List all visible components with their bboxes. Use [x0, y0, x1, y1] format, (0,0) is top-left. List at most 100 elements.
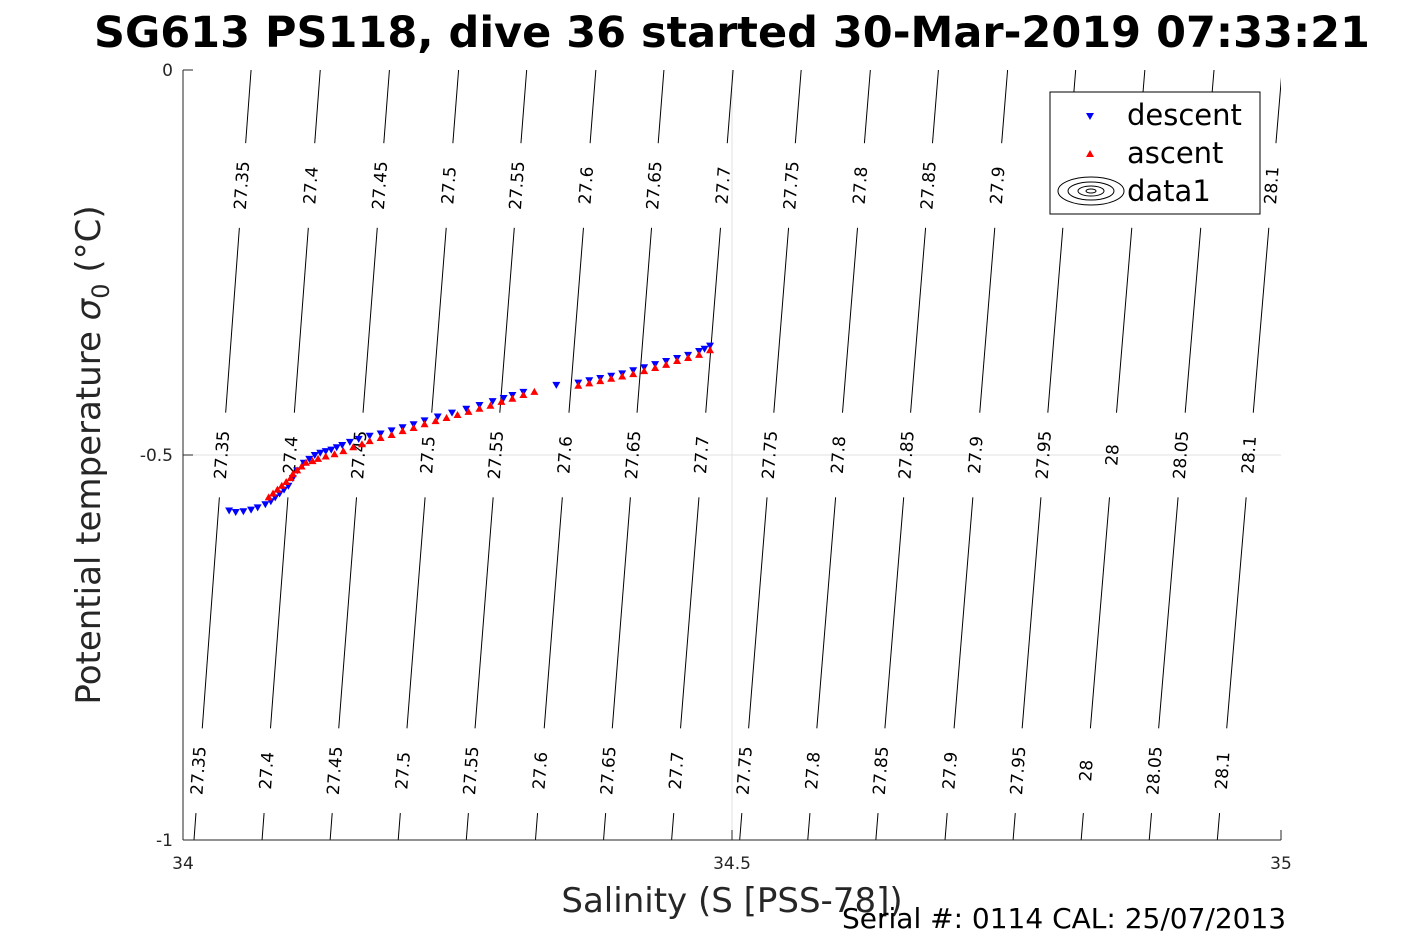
contour-label: 27.85 — [895, 430, 918, 480]
contour-label: 27.45 — [324, 746, 347, 796]
contour-label: 27.65 — [597, 746, 620, 796]
contour-label: 27.95 — [1033, 430, 1056, 480]
ascent-point — [297, 462, 306, 470]
contour-label: 27.45 — [369, 161, 392, 211]
contour-label: 27.8 — [802, 751, 825, 790]
legend-contour-icon — [1057, 176, 1125, 206]
ascent-point — [640, 367, 649, 375]
descent-point — [700, 345, 709, 353]
ascent-point — [464, 407, 473, 415]
contour-label: 27.7 — [691, 435, 714, 474]
ascent-point — [662, 360, 671, 368]
contour-label: 27.5 — [392, 751, 415, 790]
descent-point — [488, 398, 497, 406]
contour-line — [944, 70, 1009, 840]
ascent-point — [530, 387, 539, 395]
contour-label: 27.35 — [211, 430, 234, 480]
ascent-point — [420, 420, 429, 428]
ascent-point — [264, 493, 273, 501]
descent-point — [552, 381, 561, 389]
legend-descent-label: descent — [1127, 98, 1242, 132]
ascent-point — [486, 401, 495, 409]
ascent-point — [596, 377, 605, 385]
x-tick-label: 34.5 — [713, 854, 751, 874]
contour-label: 27.65 — [622, 430, 645, 480]
contour-line — [193, 70, 252, 840]
ascent-point — [286, 474, 295, 482]
descent-point — [462, 405, 471, 413]
ascent-point — [508, 394, 517, 402]
descent-point — [365, 432, 374, 440]
ascent-point — [269, 489, 278, 497]
y-tick-label: 0 — [162, 61, 173, 81]
contour-label: 27.4 — [280, 435, 303, 474]
contour-label: 27.85 — [870, 746, 893, 796]
contour-line — [397, 70, 460, 840]
ascent-point — [293, 466, 302, 474]
descent-point — [327, 446, 336, 454]
ascent-point — [288, 470, 297, 478]
contour-label: 27.8 — [828, 435, 851, 474]
ascent-point — [387, 430, 396, 438]
ascent-point — [357, 440, 366, 448]
ascent-point — [574, 381, 583, 389]
contour-label: 27.65 — [643, 161, 666, 211]
ascent-point — [330, 450, 339, 458]
descent-point — [305, 455, 314, 463]
contour-label: 27.35 — [231, 161, 254, 211]
grid — [183, 70, 1281, 840]
contour-label: 28 — [1102, 444, 1123, 467]
descent-point — [321, 448, 330, 456]
contour-label: 28.05 — [1143, 746, 1166, 796]
contour-line — [534, 70, 597, 840]
contour-label: 27.75 — [734, 746, 757, 796]
legend-box — [1049, 91, 1261, 215]
contour-label: 27.75 — [780, 161, 803, 211]
descent-point — [247, 506, 256, 514]
ascent-point — [673, 357, 682, 365]
ascent-point — [365, 437, 374, 445]
descent-point — [354, 435, 363, 443]
contour-label: 27.9 — [939, 751, 962, 790]
descent-point — [499, 395, 508, 403]
contour-line — [671, 70, 734, 840]
descent-point — [345, 438, 354, 446]
descent-point — [387, 427, 396, 435]
legend-ascent-marker — [1086, 150, 1094, 157]
ascent-point — [607, 374, 616, 382]
contour-label: 27.95 — [1007, 746, 1030, 796]
legend-descent-marker — [1086, 113, 1094, 120]
contour-label: 27.4 — [256, 751, 279, 790]
ascent-point — [475, 404, 484, 412]
contour-line — [739, 70, 802, 840]
descent-point — [239, 508, 248, 516]
contour-label: 28.1 — [1238, 435, 1261, 474]
descent-point — [433, 413, 442, 421]
ascent-point — [301, 458, 310, 466]
descent-point — [448, 409, 457, 417]
contour-label: 28.05 — [1170, 430, 1193, 480]
y-tick-label: -1 — [156, 831, 173, 851]
contour-label: 27.6 — [554, 435, 577, 474]
ascent-point — [277, 481, 286, 489]
ascent-point — [273, 485, 282, 493]
contour-label: 27.9 — [965, 435, 988, 474]
y-axis-label-main: Potential temperature — [69, 320, 109, 704]
contour-label: 28.1 — [1212, 751, 1235, 790]
descent-point — [231, 508, 240, 516]
contour-line — [807, 70, 871, 840]
contour-label: 27.7 — [666, 751, 689, 790]
ascent-point — [442, 414, 451, 422]
ascent-point — [706, 346, 715, 354]
ascent-point — [684, 353, 693, 361]
contour-label: 27.8 — [850, 166, 873, 205]
y-axis-label-sigma: σ — [69, 297, 109, 320]
ascent-point — [409, 424, 418, 432]
ascent-point — [398, 427, 407, 435]
ascent-point — [453, 410, 462, 418]
ascent-point — [695, 350, 704, 358]
descent-point — [261, 501, 270, 509]
descent-point — [376, 430, 385, 438]
contour-label: 27.55 — [485, 430, 508, 480]
legend-ascent-label: ascent — [1127, 136, 1223, 170]
